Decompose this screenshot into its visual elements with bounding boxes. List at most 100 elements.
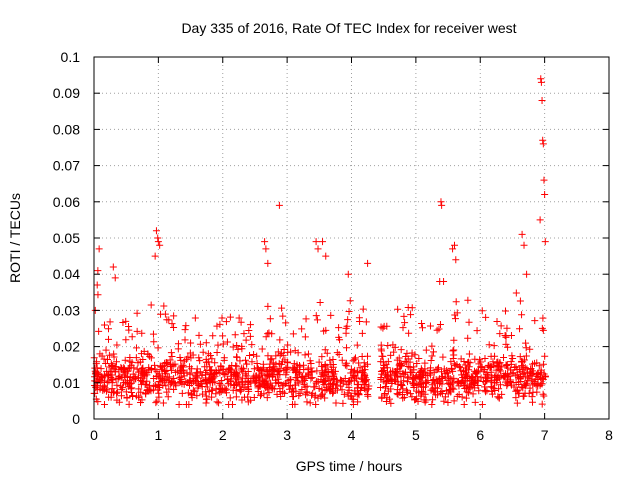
background-point [355, 391, 363, 399]
background-point [233, 342, 241, 350]
background-point [207, 374, 215, 382]
background-point [123, 394, 131, 402]
background-point [222, 318, 230, 326]
background-point [147, 301, 155, 309]
background-point [516, 325, 524, 333]
background-point [451, 362, 459, 370]
data-point [109, 263, 117, 271]
background-point [497, 322, 505, 330]
background-point [118, 386, 126, 394]
background-point [422, 379, 430, 387]
background-point [397, 346, 405, 354]
background-point [195, 382, 203, 390]
background-point [182, 322, 190, 330]
background-point [522, 352, 530, 360]
background-point [95, 327, 103, 335]
background-point [301, 333, 309, 341]
background-point [358, 329, 366, 337]
background-point [284, 348, 292, 356]
background-point [167, 349, 175, 357]
background-point [195, 331, 203, 339]
background-point [326, 356, 334, 364]
background-point [244, 385, 252, 393]
background-point [400, 312, 408, 320]
background-point [510, 383, 518, 391]
background-point [186, 363, 194, 371]
background-point [189, 386, 197, 394]
background-point [438, 372, 446, 380]
background-point [94, 291, 102, 299]
background-point [265, 366, 273, 374]
background-point [450, 374, 458, 382]
background-point [379, 367, 387, 375]
background-point [238, 396, 246, 404]
background-point [209, 386, 217, 394]
data-point [449, 245, 457, 253]
background-point [319, 367, 327, 375]
background-point [114, 388, 122, 396]
background-point [303, 382, 311, 390]
background-point [362, 318, 370, 326]
background-point [268, 355, 276, 363]
background-point [403, 358, 411, 366]
background-point [470, 379, 478, 387]
background-point [329, 388, 337, 396]
background-point [250, 374, 258, 382]
background-point [202, 388, 210, 396]
background-point [229, 343, 237, 351]
background-point [225, 401, 233, 409]
background-point [418, 324, 426, 332]
background-point [519, 392, 527, 400]
data-point [156, 241, 164, 249]
background-point [298, 325, 306, 333]
background-point [128, 333, 136, 341]
background-point [378, 394, 386, 402]
background-point [308, 367, 316, 375]
background-point [158, 375, 166, 383]
background-point [502, 340, 510, 348]
background-point [259, 360, 267, 368]
background-point [471, 378, 479, 386]
background-point [463, 372, 471, 380]
background-point [401, 368, 409, 376]
background-point [298, 385, 306, 393]
background-point [276, 351, 284, 359]
background-point [216, 380, 224, 388]
background-point [345, 386, 353, 394]
background-point [503, 324, 511, 332]
data-point [264, 259, 272, 267]
background-point [234, 345, 242, 353]
background-point [460, 401, 468, 409]
background-point [206, 370, 214, 378]
background-point [113, 396, 121, 404]
background-point [436, 320, 444, 328]
background-point [202, 339, 210, 347]
background-point [264, 352, 272, 360]
background-point [91, 364, 99, 372]
background-point [332, 381, 340, 389]
background-point [240, 384, 248, 392]
background-point [313, 367, 321, 375]
background-point [501, 307, 509, 315]
background-point [401, 319, 409, 327]
x-tick-label: 0 [90, 427, 98, 443]
background-point [248, 341, 256, 349]
background-point [460, 358, 468, 366]
background-point [264, 302, 272, 310]
background-point [273, 371, 281, 379]
background-point [266, 315, 274, 323]
background-point [219, 332, 227, 340]
background-point [428, 381, 436, 389]
background-point [491, 387, 499, 395]
data-point [275, 201, 283, 209]
background-point [169, 361, 177, 369]
background-point [327, 311, 335, 319]
background-point [193, 392, 201, 400]
background-point [405, 329, 413, 337]
background-point [422, 396, 430, 404]
background-point [131, 373, 139, 381]
y-tick-label: 0.02 [53, 339, 80, 355]
background-point [344, 316, 352, 324]
background-point [495, 385, 503, 393]
